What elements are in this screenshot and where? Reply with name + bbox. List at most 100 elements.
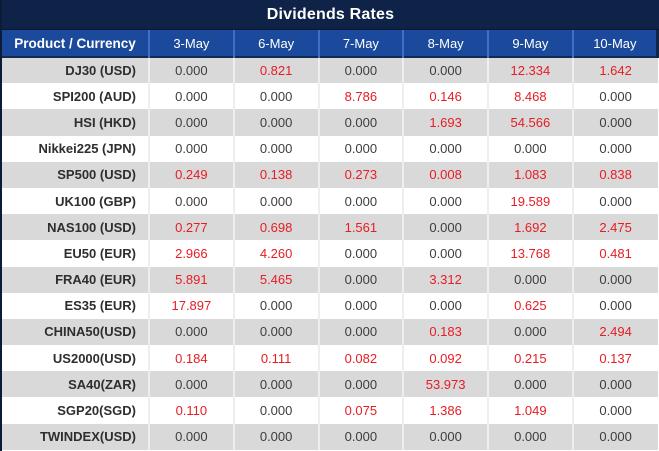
value-cell: 0.000 [571,266,658,293]
value-cell: 3.312 [402,266,488,293]
value-cell: 0.000 [317,423,404,450]
table-row: SGP20(SGD) 0.110 0.000 0.075 1.386 1.049 0.000 [2,397,658,424]
product-cell: SGP20(SGD) [57,403,136,419]
value-cell: 0.215 [487,345,573,372]
table-title-bar: Dividends Rates [2,0,659,30]
value-cell: 2.494 [571,318,658,346]
value-cell: 8.468 [487,83,573,110]
value-cell: 0.000 [402,292,488,319]
table-row: DJ30 (USD) 0.000 0.821 0.000 0.000 12.334 1.64… [2,57,658,84]
table-row: SA40(ZAR) 0.000 0.000 0.000 53.973 0.000 0.000 [2,371,658,398]
value-cell: 0.000 [402,57,488,84]
value-cell: 0.000 [487,135,573,162]
header-date-6-may: 6-May [232,30,319,57]
product-cell: EU50 (EUR) [63,245,136,261]
value-cell: 0.000 [487,371,573,398]
table-row: NAS100 (USD) 0.277 0.698 1.561 0.000 1.692 2.4… [2,214,658,241]
value-cell: 0.000 [402,187,488,215]
value-cell: 12.334 [487,57,573,84]
table-row: SPI200 (AUD) 0.000 0.000 8.786 0.146 8.468 0.0… [2,83,658,110]
value-cell: 0.000 [148,423,234,450]
table-row: FRA40 (EUR) 5.891 5.465 0.000 3.312 0.000 0.00… [2,266,658,293]
header-date-7-may: 7-May [317,30,404,57]
product-cell: SPI200 (AUD) [52,88,136,104]
value-cell: 1.049 [487,397,573,424]
product-cell: CHINA50(USD) [44,324,136,340]
value-cell: 19.589 [487,187,573,215]
value-cell: 53.973 [402,371,488,398]
value-cell: 13.768 [487,240,573,267]
table-row: US2000(USD) 0.184 0.111 0.082 0.092 0.215 0.13… [2,345,658,372]
value-cell: 5.465 [232,266,319,293]
table-header: Product / Currency 3-May 6-May 7-May 8-May 9-… [2,30,659,57]
value-cell: 0.000 [317,109,404,136]
product-cell: SA40(ZAR) [68,376,136,392]
product-cell: HSI (HKD) [73,114,136,130]
value-cell: 0.481 [571,240,658,267]
value-cell: 5.891 [148,266,234,293]
value-cell: 0.000 [232,397,319,424]
table-row: HSI (HKD) 0.000 0.000 0.000 1.693 54.566 0.000 [2,109,658,136]
value-cell: 0.137 [571,345,658,372]
value-cell: 0.000 [232,135,319,162]
value-cell: 1.083 [487,161,573,188]
value-cell: 0.698 [232,214,319,241]
value-cell: 0.000 [148,187,234,215]
value-cell: 0.000 [148,109,234,136]
value-cell: 54.566 [487,109,573,136]
value-cell: 0.000 [571,135,658,162]
table-row: UK100 (GBP) 0.000 0.000 0.000 0.000 19.589 0.0… [2,187,658,215]
value-cell: 17.897 [148,292,234,319]
product-cell: US2000(USD) [52,350,136,366]
header-date-3-may: 3-May [148,30,234,57]
value-cell: 0.000 [487,423,573,450]
table-row: TWINDEX(USD) 0.000 0.000 0.000 0.000 0.000 0.0… [2,423,658,450]
value-cell: 0.000 [571,371,658,398]
value-cell: 0.000 [402,135,488,162]
value-cell: 0.138 [232,161,319,188]
value-cell: 0.000 [402,240,488,267]
value-cell: 0.000 [317,292,404,319]
value-cell: 4.260 [232,240,319,267]
value-cell: 0.000 [571,397,658,424]
product-cell: TWINDEX(USD) [39,429,136,445]
value-cell: 0.000 [148,371,234,398]
value-cell: 0.000 [571,423,658,450]
value-cell: 0.000 [317,266,404,293]
value-cell: 0.111 [232,345,319,372]
table-row: EU50 (EUR) 2.966 4.260 0.000 0.000 13.768 0.48… [2,240,658,267]
value-cell: 0.000 [148,83,234,110]
value-cell: 0.000 [402,214,488,241]
value-cell: 1.386 [402,397,488,424]
table-body: DJ30 (USD) 0.000 0.821 0.000 0.000 12.334 1.64… [2,57,658,450]
value-cell: 0.110 [148,397,234,424]
value-cell: 0.000 [402,423,488,450]
value-cell: 0.821 [232,57,319,84]
value-cell: 0.000 [232,423,319,450]
value-cell: 0.183 [402,318,488,346]
value-cell: 0.082 [317,345,404,372]
value-cell: 0.000 [148,135,234,162]
value-cell: 0.277 [148,214,234,241]
value-cell: 0.008 [402,161,488,188]
value-cell: 0.075 [317,397,404,424]
value-cell: 0.000 [148,318,234,346]
value-cell: 0.184 [148,345,234,372]
product-cell: FRA40 (EUR) [55,272,136,288]
value-cell: 0.000 [487,318,573,346]
value-cell: 0.000 [571,187,658,215]
value-cell: 0.000 [317,135,404,162]
value-cell: 2.966 [148,240,234,267]
value-cell: 2.475 [571,214,658,241]
header-date-8-may: 8-May [402,30,488,57]
product-cell: SP500 (USD) [57,167,136,183]
table-row: Nikkei225 (JPN) 0.000 0.000 0.000 0.000 0.000… [2,135,658,162]
value-cell: 1.561 [317,214,404,241]
value-cell: 0.000 [571,292,658,319]
product-cell: DJ30 (USD) [65,63,136,79]
value-cell: 0.146 [402,83,488,110]
value-cell: 0.000 [317,240,404,267]
value-cell: 0.273 [317,161,404,188]
value-cell: 0.000 [148,57,234,84]
value-cell: 0.000 [317,318,404,346]
